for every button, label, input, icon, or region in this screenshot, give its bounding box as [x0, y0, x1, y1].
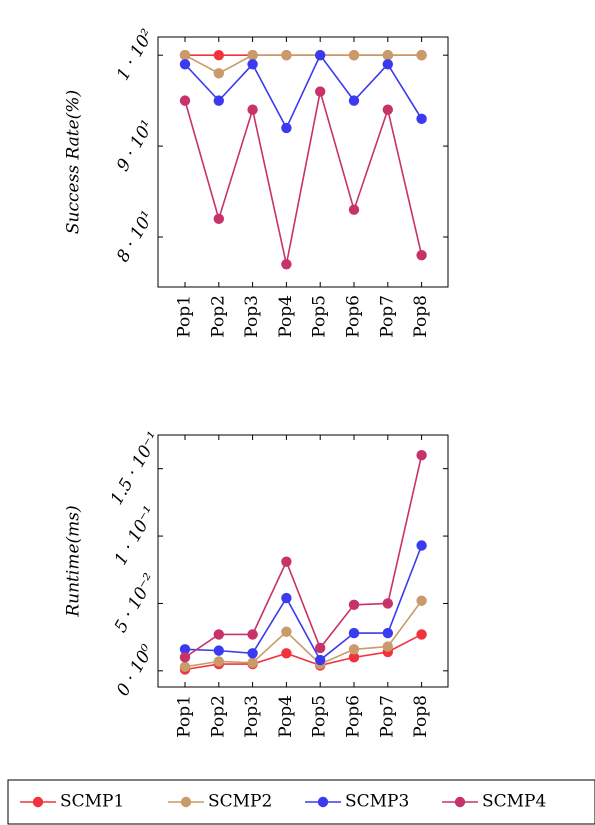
chart-1: 8 · 10¹ 9 · 10¹ 1 · 10² Pop1 Pop2 Pop3 Pop4 Pop…: [64, 26, 449, 338]
data-point-scmp4: [281, 556, 292, 567]
data-point-scmp3: [247, 59, 258, 70]
legend-label-scmp1: SCMP1: [60, 792, 124, 812]
data-point-scmp4: [382, 598, 393, 609]
x-tick-label: Pop1: [175, 295, 195, 338]
x-tick-label: Pop4: [276, 295, 296, 338]
data-point-scmp4: [213, 629, 224, 640]
y-axis-label: Success Rate(%): [64, 90, 84, 234]
legend: SCMP1 SCMP2 SCMP3 SCMP4: [7, 779, 595, 825]
series-line-scmp2: [184, 600, 423, 668]
y-tick-label: 1 · 10⁻¹: [111, 503, 161, 569]
x-tick-label: Pop8: [411, 295, 431, 338]
series-line-scmp3: [184, 53, 423, 130]
series-line-scmp2: [184, 54, 422, 75]
data-point-scmp2: [348, 644, 360, 655]
legend-label-scmp3: SCMP3: [345, 792, 409, 812]
data-point-scmp1: [281, 648, 292, 659]
x-tick-label: Pop5: [310, 695, 330, 738]
data-point-scmp4: [416, 450, 427, 461]
x-tick-label: Pop7: [377, 295, 397, 338]
data-point-scmp3: [382, 627, 393, 639]
series-line-scmp4: [184, 91, 423, 265]
data-point-scmp4: [213, 213, 224, 225]
y-tick-label: 8 · 10¹: [113, 208, 158, 266]
data-point-scmp4: [348, 599, 360, 610]
data-point-scmp2: [247, 657, 258, 668]
legend-swatch-marker: [180, 796, 192, 808]
data-point-scmp3: [382, 59, 393, 70]
x-tick-label: Pop2: [208, 695, 228, 738]
x-tick-label: Pop5: [310, 295, 330, 338]
data-point-scmp3: [247, 648, 258, 659]
data-point-scmp3: [179, 644, 191, 655]
plot-frame: [157, 36, 449, 288]
data-point-scmp4: [179, 95, 191, 106]
data-point-scmp2: [213, 656, 224, 667]
y-tick-label: 1 · 10²: [113, 26, 158, 84]
data-point-scmp4: [281, 259, 292, 270]
data-point-scmp4: [382, 104, 393, 115]
y-tick-label: 1.5 · 10⁻¹: [107, 429, 165, 509]
data-point-scmp1: [213, 49, 224, 61]
legend-label-scmp4: SCMP4: [482, 792, 546, 812]
x-tick-label: Pop6: [344, 695, 364, 738]
data-point-scmp2: [382, 49, 393, 61]
data-point-scmp3: [416, 113, 427, 125]
data-point-scmp3: [281, 592, 292, 604]
data-point-scmp3: [416, 540, 427, 551]
data-point-scmp4: [179, 652, 191, 663]
data-point-scmp2: [416, 595, 427, 606]
x-tick-label: Pop3: [242, 695, 262, 738]
x-tick-label: Pop2: [208, 295, 228, 338]
y-tick-label: 9 · 10¹: [113, 117, 158, 175]
data-point-scmp4: [247, 629, 258, 640]
x-tick-label: Pop8: [411, 695, 431, 738]
series-line-scmp1: [184, 633, 422, 671]
x-tick-label: Pop7: [377, 695, 397, 738]
data-point-scmp2: [382, 641, 393, 652]
data-point-scmp3: [348, 627, 360, 639]
data-point-scmp4: [348, 204, 360, 215]
data-point-scmp3: [315, 654, 326, 666]
data-point-scmp3: [179, 59, 191, 70]
data-point-scmp2: [281, 49, 292, 61]
data-point-scmp3: [348, 95, 360, 106]
data-point-scmp3: [213, 645, 224, 656]
data-point-scmp3: [213, 95, 224, 106]
data-point-scmp2: [281, 626, 292, 637]
data-point-scmp1: [348, 652, 360, 663]
x-tick-label: Pop1: [175, 695, 195, 738]
chart-2: 0 · 10⁰ 5 · 10⁻²1 · 10⁻¹1.5 · 10⁻¹ Pop1 Pop…: [64, 429, 449, 738]
data-point-scmp4: [416, 249, 427, 261]
legend-swatch-marker: [317, 796, 329, 808]
data-point-scmp4: [315, 86, 326, 97]
y-tick-label: 0 · 10⁰: [113, 641, 158, 699]
series-line-scmp3: [184, 545, 423, 662]
plot-frame: [157, 434, 449, 688]
data-point-scmp2: [179, 49, 191, 61]
x-tick-label: Pop6: [344, 295, 364, 338]
data-point-scmp2: [213, 68, 224, 79]
data-point-scmp1: [416, 629, 427, 640]
legend-label-scmp2: SCMP2: [208, 792, 272, 812]
legend-swatch-marker: [32, 796, 44, 808]
data-point-scmp4: [315, 642, 326, 654]
data-point-scmp2: [348, 49, 360, 61]
legend-box: [7, 779, 595, 825]
x-tick-label: Pop3: [242, 295, 262, 338]
data-point-scmp2: [179, 661, 191, 672]
data-point-scmp3: [281, 122, 292, 134]
series-line-scmp4: [184, 455, 423, 659]
data-point-scmp4: [247, 104, 258, 115]
y-axis-label: Runtime(ms): [64, 505, 84, 617]
legend-swatch-marker: [454, 796, 466, 808]
data-point-scmp3: [315, 49, 326, 61]
data-point-scmp2: [247, 49, 258, 61]
x-tick-label: Pop4: [276, 695, 296, 738]
data-point-scmp2: [416, 49, 427, 61]
y-tick-label: 5 · 10⁻²: [111, 570, 161, 636]
